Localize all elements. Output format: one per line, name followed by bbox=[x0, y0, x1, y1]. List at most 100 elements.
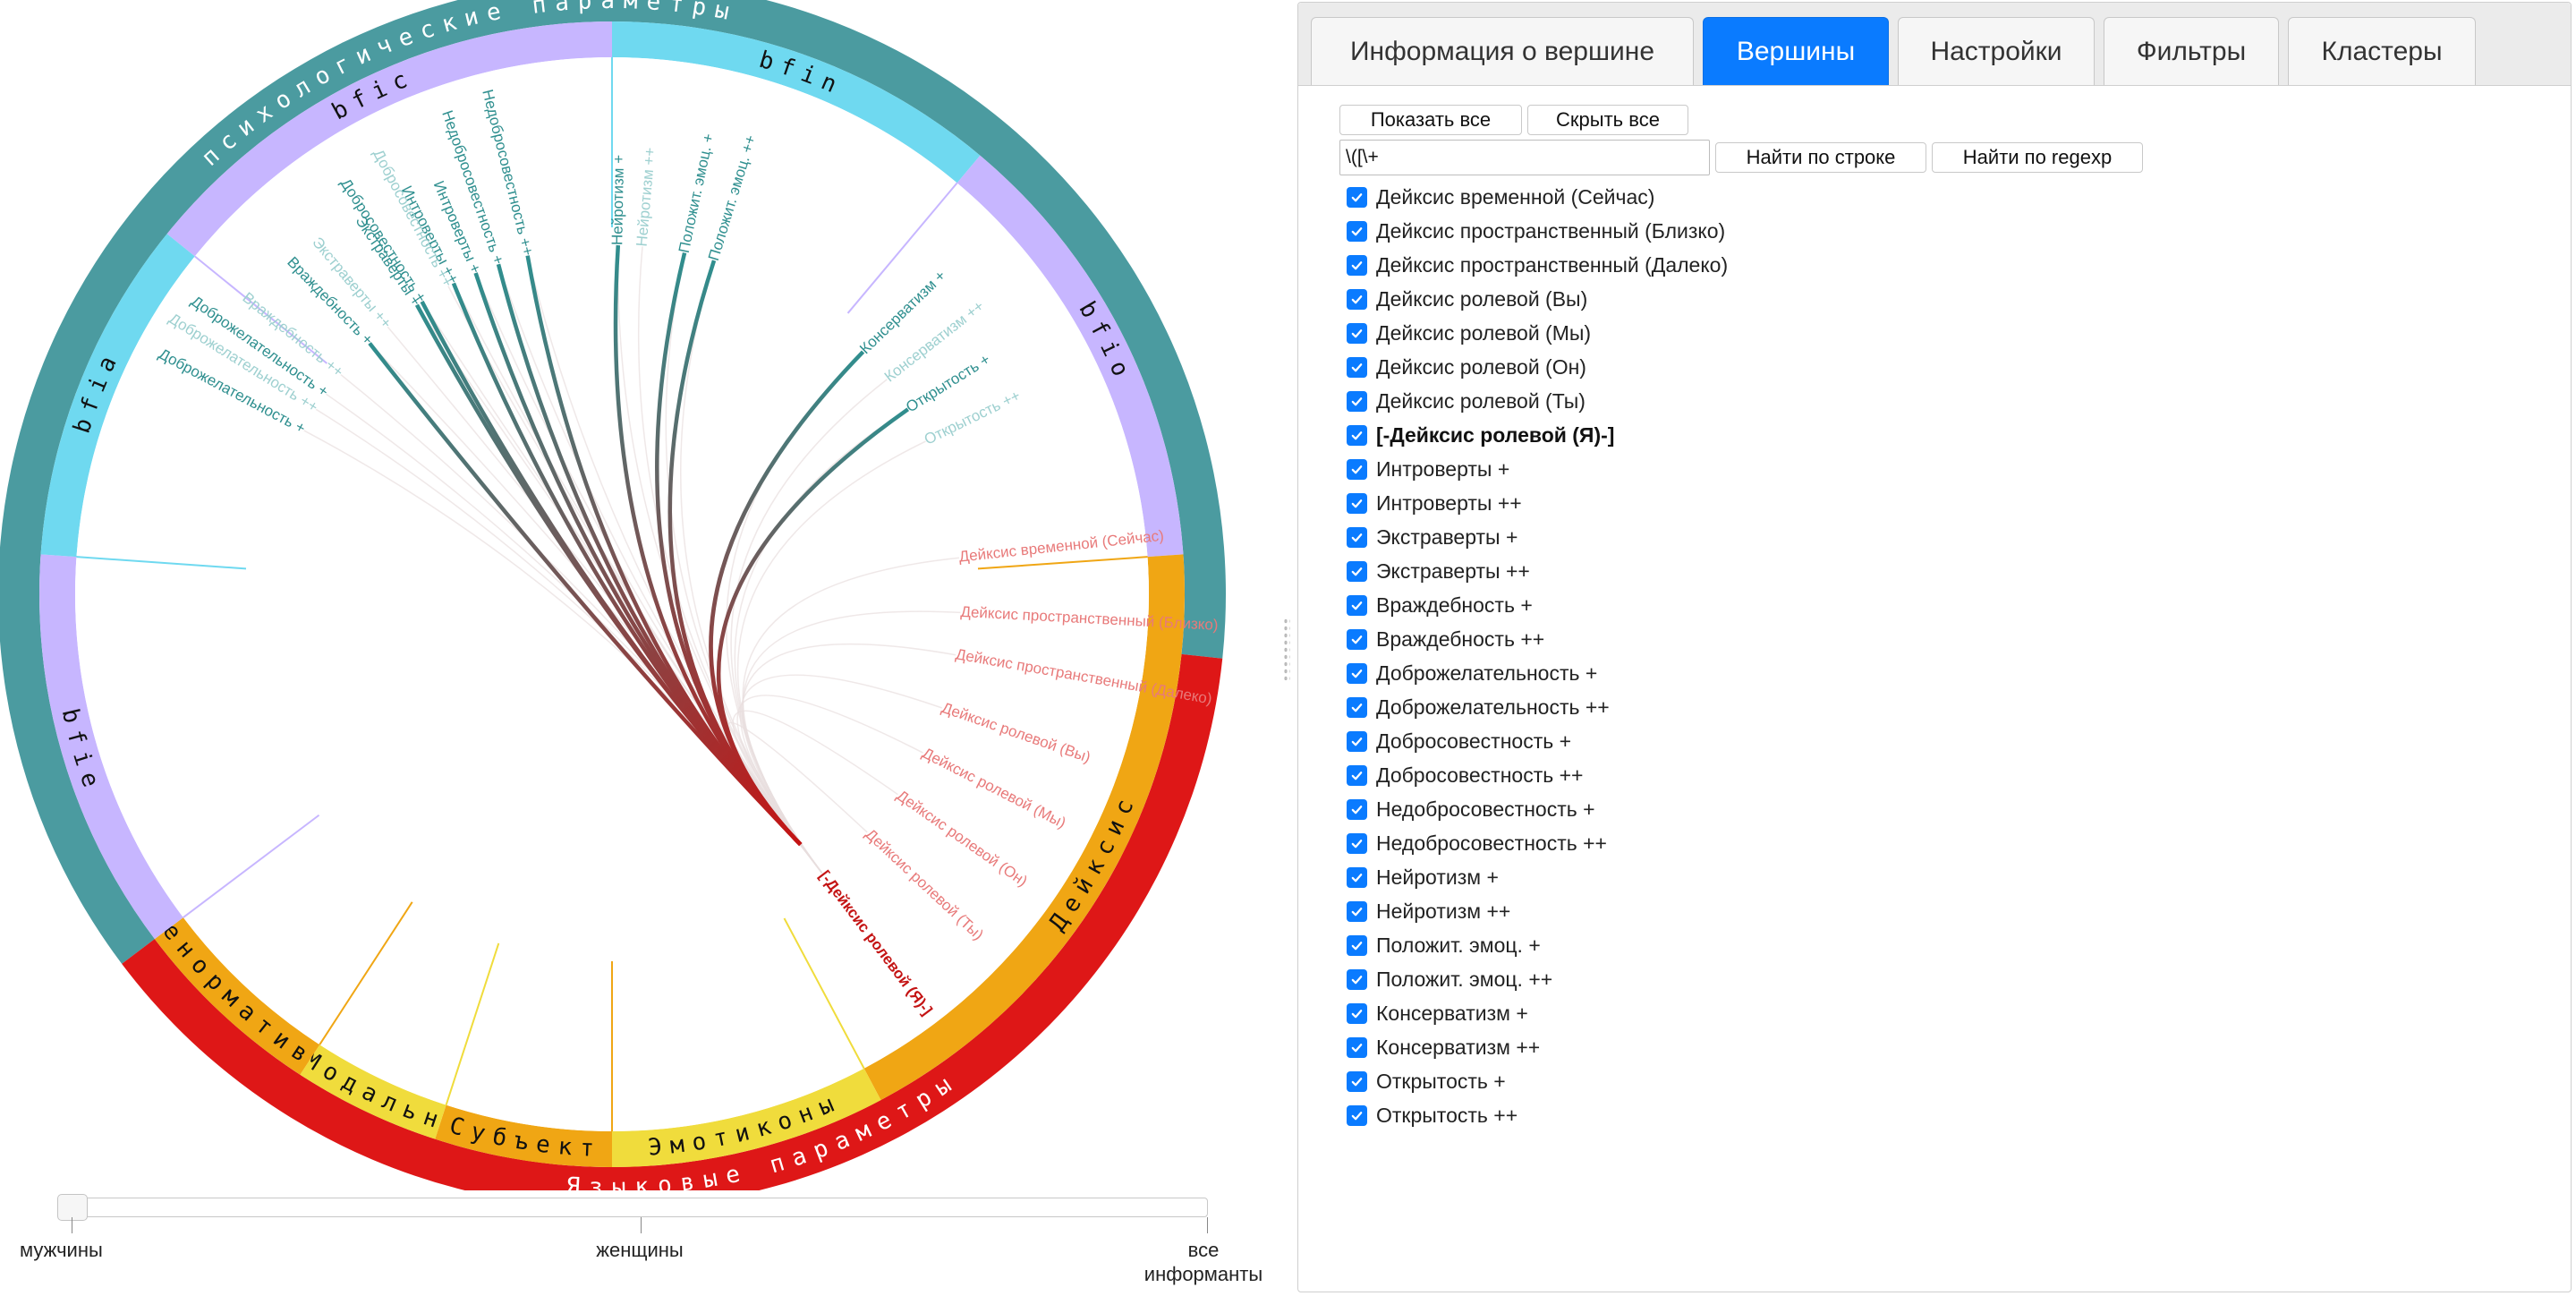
checkbox[interactable] bbox=[1347, 186, 1367, 208]
tab-node-info[interactable]: Информация о вершине bbox=[1311, 17, 1694, 85]
checkbox[interactable] bbox=[1347, 1002, 1367, 1024]
node-list-item[interactable]: Враждебность + bbox=[1347, 588, 1728, 622]
checkbox[interactable] bbox=[1347, 662, 1367, 684]
node-list-item[interactable]: Добросовестность + bbox=[1347, 724, 1728, 758]
group-spoke bbox=[194, 255, 327, 364]
tab-filters[interactable]: Фильтры bbox=[2104, 17, 2279, 85]
node-list-item[interactable]: Дейксис временной (Сейчас) bbox=[1347, 180, 1728, 214]
node-list-item[interactable]: Экстраверты ++ bbox=[1347, 554, 1728, 588]
node-list-item[interactable]: Дейксис ролевой (Мы) bbox=[1347, 316, 1728, 350]
node-list-item[interactable]: Консерватизм ++ bbox=[1347, 1030, 1728, 1064]
show-all-button[interactable]: Показать все bbox=[1339, 105, 1522, 135]
node-list-item[interactable]: Дейксис пространственный (Далеко) bbox=[1347, 248, 1728, 282]
checkbox[interactable] bbox=[1347, 322, 1367, 344]
hide-all-button[interactable]: Скрыть все bbox=[1527, 105, 1688, 135]
checkmark-icon bbox=[1351, 192, 1363, 201]
tab-settings[interactable]: Настройки bbox=[1898, 17, 2095, 85]
node-list-item[interactable]: [-Дейксис ролевой (Я)-] bbox=[1347, 418, 1728, 452]
checkbox[interactable] bbox=[1347, 458, 1367, 480]
node-list-item[interactable]: Экстраверты + bbox=[1347, 520, 1728, 554]
node-list-item[interactable]: Дейксис ролевой (Вы) bbox=[1347, 282, 1728, 316]
checkbox[interactable] bbox=[1347, 730, 1367, 752]
node-list-item-label: Дейксис ролевой (Вы) bbox=[1376, 286, 1588, 311]
node-list-item-label: Дейксис ролевой (Мы) bbox=[1376, 320, 1592, 345]
slider-handle[interactable] bbox=[57, 1194, 88, 1221]
checkbox[interactable] bbox=[1347, 696, 1367, 718]
group-arc[interactable] bbox=[300, 1044, 446, 1139]
node-list-item[interactable]: Консерватизм + bbox=[1347, 996, 1728, 1030]
slider-track[interactable] bbox=[59, 1198, 1208, 1217]
checkbox[interactable] bbox=[1347, 866, 1367, 888]
checkbox[interactable] bbox=[1347, 492, 1367, 514]
find-by-regexp-button[interactable]: Найти по regexp bbox=[1932, 142, 2143, 173]
node-list-item-label: Открытость ++ bbox=[1376, 1103, 1518, 1127]
tab-nodes[interactable]: Вершины bbox=[1703, 17, 1889, 85]
checkbox[interactable] bbox=[1347, 934, 1367, 956]
tab-clusters[interactable]: Кластеры bbox=[2288, 17, 2476, 85]
checkbox[interactable] bbox=[1347, 254, 1367, 276]
node-list-item[interactable]: Положит. эмоц. ++ bbox=[1347, 962, 1728, 996]
checkbox[interactable] bbox=[1347, 1104, 1367, 1126]
node-list-item[interactable]: Доброжелательность + bbox=[1347, 656, 1728, 690]
chord-node-label[interactable]: Нейротизм + bbox=[608, 155, 627, 246]
checkbox[interactable] bbox=[1347, 356, 1367, 378]
node-list-item[interactable]: Интроверты + bbox=[1347, 452, 1728, 486]
node-list-item[interactable]: Открытость + bbox=[1347, 1064, 1728, 1098]
slider-tick bbox=[1207, 1217, 1208, 1233]
node-list-item[interactable]: Доброжелательность ++ bbox=[1347, 690, 1728, 724]
checkbox[interactable] bbox=[1347, 628, 1367, 650]
checkbox[interactable] bbox=[1347, 764, 1367, 786]
checkbox[interactable] bbox=[1347, 832, 1367, 854]
checkbox[interactable] bbox=[1347, 798, 1367, 820]
node-list-item[interactable]: Открытость ++ bbox=[1347, 1098, 1728, 1132]
group-arc[interactable] bbox=[612, 1068, 881, 1167]
node-list-item[interactable]: Нейротизм ++ bbox=[1347, 894, 1728, 928]
checkmark-icon bbox=[1351, 839, 1363, 848]
group-arc[interactable] bbox=[863, 554, 1185, 1101]
group-arc[interactable] bbox=[154, 917, 320, 1075]
checkbox[interactable] bbox=[1347, 220, 1367, 242]
find-by-string-button[interactable]: Найти по строке bbox=[1715, 142, 1926, 173]
node-list-item[interactable]: Дейксис ролевой (Он) bbox=[1347, 350, 1728, 384]
checkmark-icon bbox=[1351, 567, 1363, 576]
search-input[interactable] bbox=[1339, 140, 1710, 175]
checkbox[interactable] bbox=[1347, 1070, 1367, 1092]
checkmark-icon bbox=[1351, 805, 1363, 814]
node-list-item[interactable]: Враждебность ++ bbox=[1347, 622, 1728, 656]
checkbox[interactable] bbox=[1347, 594, 1367, 616]
node-list-item[interactable]: Положит. эмоц. + bbox=[1347, 928, 1728, 962]
checkmark-icon bbox=[1351, 1043, 1363, 1052]
group-arc[interactable] bbox=[40, 234, 195, 558]
chord-link-faint bbox=[739, 674, 942, 874]
checkbox[interactable] bbox=[1347, 560, 1367, 582]
node-list-item[interactable]: Недобросовестность ++ bbox=[1347, 826, 1728, 860]
node-list-item-label: Положит. эмоц. + bbox=[1376, 933, 1541, 957]
node-list-item[interactable]: Интроверты ++ bbox=[1347, 486, 1728, 520]
node-list-item[interactable]: Недобросовестность + bbox=[1347, 792, 1728, 826]
checkbox[interactable] bbox=[1347, 900, 1367, 922]
group-arc[interactable] bbox=[612, 21, 981, 183]
pane-splitter-handle[interactable] bbox=[1283, 618, 1290, 680]
checkbox[interactable] bbox=[1347, 968, 1367, 990]
group-spoke bbox=[977, 556, 1148, 570]
node-list-item[interactable]: Добросовестность ++ bbox=[1347, 758, 1728, 792]
group-arc[interactable] bbox=[166, 21, 612, 257]
node-list-item-label: Интроверты + bbox=[1376, 456, 1510, 481]
chord-link[interactable] bbox=[716, 407, 910, 847]
group-arc[interactable] bbox=[956, 155, 1184, 558]
group-arc[interactable] bbox=[39, 554, 183, 940]
checkbox[interactable] bbox=[1347, 526, 1367, 548]
node-list-item[interactable]: Дейксис пространственный (Близко) bbox=[1347, 214, 1728, 248]
node-list-item[interactable]: Дейксис ролевой (Ты) bbox=[1347, 384, 1728, 418]
slider-label-women: женщины bbox=[596, 1239, 684, 1261]
node-list-item[interactable]: Нейротизм + bbox=[1347, 860, 1728, 894]
group-arc[interactable] bbox=[435, 1104, 612, 1167]
checkbox[interactable] bbox=[1347, 1036, 1367, 1058]
informant-slider[interactable] bbox=[57, 1194, 1208, 1221]
checkbox[interactable] bbox=[1347, 288, 1367, 310]
checkmark-icon bbox=[1351, 941, 1363, 950]
checkmark-icon bbox=[1351, 771, 1363, 780]
checkbox[interactable] bbox=[1347, 390, 1367, 412]
checkbox[interactable] bbox=[1347, 424, 1367, 446]
